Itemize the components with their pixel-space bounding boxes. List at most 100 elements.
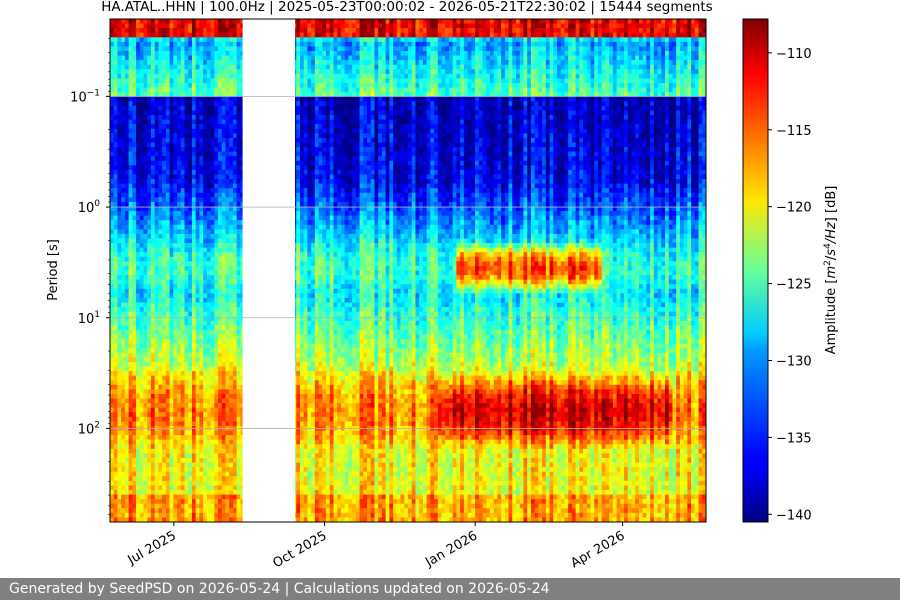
heatmap-cell <box>150 494 156 500</box>
heatmap-cell <box>221 471 227 477</box>
heatmap-cell <box>232 275 238 281</box>
heatmap-cell <box>173 439 178 445</box>
heatmap-cell <box>147 361 152 368</box>
heatmap-cell <box>240 403 245 409</box>
heatmap-cell <box>117 398 122 404</box>
heatmap-cell <box>113 192 119 198</box>
heatmap-cell <box>143 238 148 244</box>
heatmap-cell <box>225 64 230 70</box>
heatmap-cell <box>158 384 163 390</box>
heatmap-cell <box>158 211 163 217</box>
heatmap-cell <box>218 320 223 326</box>
heatmap-cell <box>154 499 160 505</box>
heatmap-cell <box>188 380 193 386</box>
heatmap-cell <box>195 279 201 285</box>
heatmap-cell <box>139 156 145 162</box>
heatmap-cell <box>162 32 167 38</box>
heatmap-cell <box>203 384 208 390</box>
heatmap-cell <box>124 160 130 166</box>
heatmap-cell <box>240 201 245 208</box>
heatmap-cell <box>240 215 245 221</box>
heatmap-cell <box>143 371 148 377</box>
heatmap-cell <box>191 256 197 262</box>
heatmap-cell <box>199 142 204 148</box>
heatmap-cell <box>240 73 245 80</box>
heatmap-cell <box>195 78 201 84</box>
heatmap-cell <box>124 339 130 345</box>
heatmap-cell <box>117 384 122 390</box>
heatmap-cell <box>158 165 163 171</box>
heatmap-cell <box>139 476 145 482</box>
heatmap-cell <box>206 101 212 107</box>
heatmap-cell <box>154 160 160 166</box>
heatmap-cell <box>203 457 208 464</box>
heatmap-cell <box>165 275 171 281</box>
heatmap-cell <box>154 69 160 75</box>
heatmap-cell <box>154 448 160 455</box>
heatmap-cell <box>154 297 160 304</box>
heatmap-cell <box>188 384 193 390</box>
heatmap-cell <box>154 371 160 377</box>
heatmap-cell <box>173 261 178 267</box>
heatmap-cell <box>218 119 223 125</box>
heatmap-cell <box>236 407 241 413</box>
heatmap-cell <box>132 179 137 185</box>
heatmap-cell <box>143 499 148 505</box>
heatmap-cell <box>191 174 197 180</box>
heatmap-cell <box>221 339 227 345</box>
heatmap-cell <box>191 137 197 144</box>
heatmap-cell <box>232 83 238 89</box>
heatmap-cell <box>165 311 171 317</box>
heatmap-cell <box>162 485 167 491</box>
heatmap-cell <box>199 435 204 441</box>
heatmap-cell <box>150 503 156 509</box>
heatmap-cell <box>150 128 156 134</box>
heatmap-cell <box>139 343 145 349</box>
heatmap-cell <box>158 229 163 235</box>
heatmap-cell <box>132 261 137 267</box>
heatmap-cell <box>139 348 145 354</box>
heatmap-cell <box>195 508 201 514</box>
heatmap-cell <box>206 64 212 70</box>
heatmap-cell <box>173 499 178 505</box>
heatmap-cell <box>203 485 208 491</box>
heatmap-cell <box>150 261 156 267</box>
heatmap-cell <box>210 416 215 422</box>
heatmap-cell <box>184 261 189 267</box>
heatmap-cell <box>136 517 141 522</box>
heatmap-cell <box>110 101 115 107</box>
heatmap-cell <box>184 439 189 445</box>
heatmap-cell <box>206 243 212 249</box>
heatmap-cell <box>147 288 152 294</box>
heatmap-cell <box>236 489 241 496</box>
heatmap-cell <box>158 329 163 336</box>
heatmap-cell <box>139 37 145 43</box>
heatmap-cell <box>203 279 208 285</box>
heatmap-cell <box>214 275 219 281</box>
heatmap-cell <box>143 233 148 240</box>
heatmap-cell <box>195 124 201 130</box>
heatmap-cell <box>143 302 148 308</box>
heatmap-cell <box>232 503 238 509</box>
heatmap-cell <box>113 105 119 112</box>
heatmap-cell <box>218 366 223 372</box>
heatmap-cell <box>236 471 241 477</box>
heatmap-cell <box>113 147 119 153</box>
heatmap-cell <box>206 453 212 459</box>
heatmap-cell <box>110 444 115 450</box>
heatmap-cell <box>177 115 182 121</box>
heatmap-cell <box>143 265 148 272</box>
heatmap-cell <box>132 329 137 336</box>
heatmap-cell <box>150 215 156 221</box>
heatmap-cell <box>173 73 178 80</box>
heatmap-cell <box>173 206 178 212</box>
heatmap-cell <box>154 435 160 441</box>
heatmap-cell <box>117 83 122 89</box>
heatmap-cell <box>169 147 174 153</box>
heatmap-cell <box>162 105 167 112</box>
heatmap-cell <box>199 252 204 258</box>
heatmap-cell <box>143 494 148 500</box>
heatmap-cell <box>240 430 245 436</box>
heatmap-cell <box>195 64 201 70</box>
heatmap-cell <box>188 316 193 322</box>
